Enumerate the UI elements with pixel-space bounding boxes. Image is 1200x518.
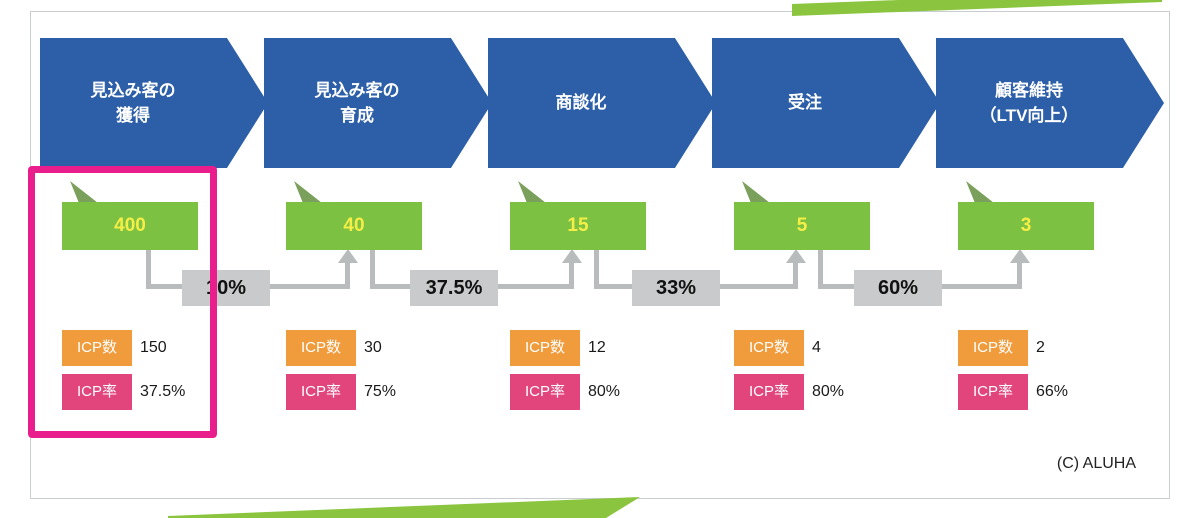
stage-title-line2: （LTV向上） [979, 106, 1079, 125]
connector-line [1017, 263, 1022, 289]
callout-tail-icon [70, 181, 98, 203]
icp-rate-row: ICP率 80% [510, 374, 710, 410]
stage-retention: 顧客維持 （LTV向上） 3 ICP数 2 ICP率 66% [936, 0, 1164, 518]
stage-title-line1: 見込み客の [90, 80, 176, 100]
stage-value: 400 [114, 215, 146, 236]
icp-count-value: 150 [140, 339, 167, 356]
stage-value-callout: 5 [734, 202, 870, 250]
icp-count-value: 4 [812, 339, 821, 356]
stage-arrow: 見込み客の 獲得 [40, 38, 268, 168]
connector-line [146, 250, 151, 289]
arrow-up-icon [786, 249, 806, 263]
icp-count-badge: ICP数 [734, 330, 804, 366]
conversion-rate-badge: 60% [854, 270, 942, 306]
conversion-rate-value: 60% [877, 276, 919, 299]
icp-count-value: 12 [588, 339, 606, 356]
stage-value: 15 [567, 215, 589, 236]
conversion-rate-value: 37.5% [425, 276, 483, 299]
icp-rate-row: ICP率 66% [958, 374, 1158, 410]
conversion-rate-badge: 33% [632, 270, 720, 306]
callout-tail-icon [518, 181, 546, 203]
connector-line [370, 250, 375, 289]
callout-tail-icon [294, 181, 322, 203]
connector-line [345, 263, 350, 289]
icp-count-row: ICP数 12 [510, 330, 710, 366]
icp-rate-badge: ICP率 [286, 374, 356, 410]
stage-value: 3 [1020, 215, 1032, 236]
icp-rate-value: 80% [812, 383, 845, 400]
stage-title: 見込み客の 育成 [315, 78, 400, 129]
arrow-up-icon [338, 249, 358, 263]
icp-count-value: 2 [1036, 339, 1045, 356]
stage-title-line1: 受注 [788, 93, 822, 113]
stage-value-callout: 15 [510, 202, 646, 250]
icp-count-row: ICP数 30 [286, 330, 486, 366]
conversion-rate-badge: 37.5% [410, 270, 498, 306]
stage-title-line1: 見込み客の [314, 80, 400, 100]
stage-value-callout: 3 [958, 202, 1094, 250]
icp-count-badge: ICP数 [510, 330, 580, 366]
arrow-up-icon [1010, 249, 1030, 263]
connector-line [793, 263, 798, 289]
arrow-up-icon [562, 249, 582, 263]
stage-title: 顧客維持 （LTV向上） [980, 78, 1079, 129]
copyright-text: (C) ALUHA [1056, 455, 1136, 472]
stage-arrow: 受注 [712, 38, 940, 168]
stage-negotiation: 商談化 15 ICP数 12 ICP率 80% [488, 0, 716, 518]
stage-title-line2: 獲得 [116, 106, 150, 125]
icp-count-row: ICP数 2 [958, 330, 1158, 366]
icp-count-row: ICP数 4 [734, 330, 934, 366]
icp-count-badge: ICP数 [62, 330, 132, 366]
stage-title: 見込み客の 獲得 [91, 78, 176, 129]
stage-arrow: 商談化 [488, 38, 716, 168]
stage-lead-acquisition: 見込み客の 獲得 400 ICP数 150 ICP率 37.5% [40, 0, 268, 518]
icp-rate-row: ICP率 75% [286, 374, 486, 410]
conversion-rate-value: 33% [655, 276, 697, 299]
connector-line [569, 263, 574, 289]
stage-title-line1: 顧客維持 [994, 80, 1063, 100]
connector-line [594, 250, 599, 289]
stage-arrow: 見込み客の 育成 [264, 38, 492, 168]
stage-title: 商談化 [556, 90, 607, 116]
icp-rate-badge: ICP率 [958, 374, 1028, 410]
icp-count-value: 30 [364, 339, 382, 356]
stage-value-callout: 40 [286, 202, 422, 250]
callout-tail-icon [966, 181, 994, 203]
icp-rate-badge: ICP率 [734, 374, 804, 410]
stage-value-callout: 400 [62, 202, 198, 250]
icp-rate-value: 66% [1036, 383, 1069, 400]
icp-rate-row: ICP率 37.5% [62, 374, 262, 410]
icp-rate-row: ICP率 80% [734, 374, 934, 410]
icp-rate-badge: ICP率 [510, 374, 580, 410]
icp-rate-value: 80% [588, 383, 621, 400]
stage-lead-nurturing: 見込み客の 育成 40 ICP数 30 ICP率 75% [264, 0, 492, 518]
stage-value: 5 [796, 215, 808, 236]
stage-title: 受注 [788, 90, 822, 116]
callout-tail-icon [742, 181, 770, 203]
icp-rate-value: 37.5% [140, 383, 186, 400]
icp-count-row: ICP数 150 [62, 330, 262, 366]
stage-title-line2: 育成 [340, 106, 374, 125]
stage-title-line1: 商談化 [555, 93, 607, 113]
stage-arrow: 顧客維持 （LTV向上） [936, 38, 1164, 168]
icp-count-badge: ICP数 [286, 330, 356, 366]
conversion-rate-badge: 10% [182, 270, 270, 306]
icp-rate-value: 75% [364, 383, 397, 400]
conversion-rate-value: 10% [205, 276, 247, 299]
connector-line [818, 250, 823, 289]
stage-order: 受注 5 ICP数 4 ICP率 80% [712, 0, 940, 518]
stage-value: 40 [343, 215, 365, 236]
icp-count-badge: ICP数 [958, 330, 1028, 366]
icp-rate-badge: ICP率 [62, 374, 132, 410]
